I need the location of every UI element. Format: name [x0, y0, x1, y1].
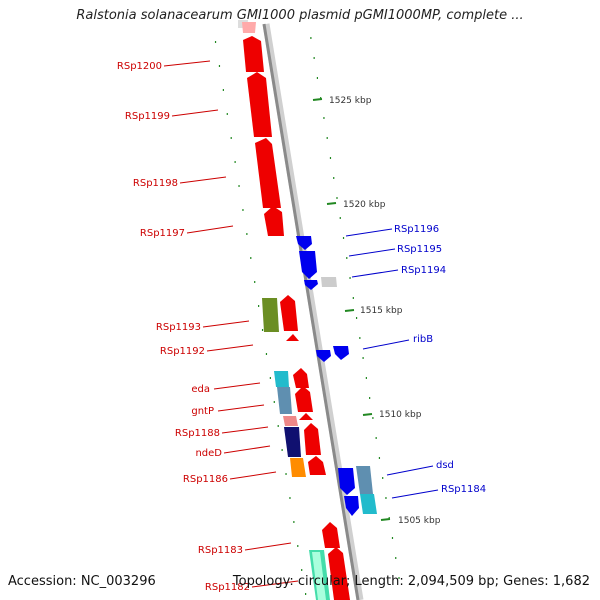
- gene-label-rsp1195[interactable]: RSp1195: [397, 244, 442, 255]
- gene-arrow[interactable]: [255, 138, 281, 208]
- gene-arrow[interactable]: [338, 468, 355, 495]
- tick-label: 1505 kbp: [398, 516, 441, 526]
- gene-arrow[interactable]: [293, 368, 309, 388]
- gene-arrow[interactable]: [304, 280, 318, 290]
- tick-label: 1520 kbp: [343, 200, 386, 210]
- gene-arrow[interactable]: [316, 350, 331, 362]
- track-dots: [214, 37, 400, 595]
- backbone-line: [262, 23, 360, 600]
- tick-mark: [312, 98, 323, 101]
- gene-label-rsp1198[interactable]: RSp1198: [133, 178, 178, 189]
- gene-label-rsp1192[interactable]: RSp1192: [160, 346, 205, 357]
- gene-label-dsd[interactable]: dsd: [436, 460, 454, 471]
- tick-label: 1515 kbp: [360, 306, 403, 316]
- gene-label-ribb[interactable]: ribB: [413, 334, 433, 345]
- left-gene-labels: RSp1200 RSp1199 RSp1198 RSp1197 RSp1193 …: [117, 60, 299, 593]
- gene-arrow[interactable]: [344, 496, 359, 516]
- gene-arrow[interactable]: [322, 522, 340, 548]
- map-title: Ralstonia solanacearum GMI1000 plasmid p…: [76, 8, 524, 23]
- gene-arrow[interactable]: [290, 458, 306, 477]
- tick-mark: [326, 202, 337, 205]
- gene-label-rsp1193[interactable]: RSp1193: [156, 322, 201, 333]
- tick-mark: [380, 518, 391, 521]
- gene-label-nded[interactable]: ndeD: [195, 448, 222, 459]
- gene-label-rsp1182[interactable]: RSp1182: [205, 582, 250, 593]
- forward-strand-genes[interactable]: [238, 20, 350, 600]
- gene-arrow[interactable]: [328, 547, 350, 600]
- tick-mark: [362, 413, 373, 416]
- backbone-shadow: [262, 23, 364, 600]
- right-gene-labels: RSp1196 RSp1195 RSp1194 ribB dsd RSp1184: [345, 224, 486, 499]
- gene-arrow[interactable]: [283, 416, 298, 426]
- gene-label-rsp1197[interactable]: RSp1197: [140, 228, 185, 239]
- reverse-strand-genes[interactable]: [296, 236, 377, 516]
- gene-label-rsp1199[interactable]: RSp1199: [125, 111, 170, 122]
- gene-arrow[interactable]: [333, 346, 349, 360]
- gene-arrow[interactable]: [321, 277, 337, 287]
- gene-label-rsp1186[interactable]: RSp1186: [183, 474, 228, 485]
- gene-arrow[interactable]: [304, 423, 321, 455]
- gene-arrow[interactable]: [247, 72, 272, 137]
- topology-text: Topology: circular; Length: 2,094,509 bp…: [232, 574, 590, 589]
- tick-label: 1525 kbp: [329, 96, 372, 106]
- tick-mark: [344, 309, 355, 312]
- gene-arrow[interactable]: [262, 298, 279, 332]
- gene-label-rsp1184[interactable]: RSp1184: [441, 484, 486, 495]
- gene-arrow[interactable]: [312, 552, 326, 600]
- scale-ticks: 1525 kbp 1520 kbp 1515 kbp 1510 kbp 1505…: [312, 96, 441, 526]
- gene-arrow[interactable]: [264, 206, 284, 236]
- gene-arrow[interactable]: [308, 456, 326, 475]
- gene-label-eda[interactable]: eda: [191, 384, 210, 395]
- tick-label: 1510 kbp: [379, 410, 422, 420]
- gene-arrow[interactable]: [360, 494, 377, 514]
- gene-label-gntp[interactable]: gntP: [191, 406, 214, 417]
- gene-arrow[interactable]: [356, 466, 373, 494]
- gene-arrow[interactable]: [296, 236, 312, 250]
- gene-arrow[interactable]: [299, 413, 313, 420]
- gene-arrow[interactable]: [243, 36, 264, 72]
- gene-label-rsp1188[interactable]: RSp1188: [175, 428, 220, 439]
- gene-label-rsp1196[interactable]: RSp1196: [394, 224, 439, 235]
- gene-arrow[interactable]: [286, 334, 299, 341]
- gene-arrow[interactable]: [274, 371, 289, 387]
- gene-label-rsp1194[interactable]: RSp1194: [401, 265, 446, 276]
- accession-text: Accession: NC_003296: [8, 574, 156, 589]
- gene-label-rsp1183[interactable]: RSp1183: [198, 545, 243, 556]
- gene-arrow[interactable]: [280, 295, 298, 331]
- gene-arrow[interactable]: [277, 387, 292, 414]
- gene-arrow[interactable]: [242, 22, 256, 33]
- gene-arrow[interactable]: [299, 251, 317, 279]
- gene-arrow[interactable]: [284, 427, 301, 457]
- gene-arrow[interactable]: [295, 386, 313, 412]
- gene-label-rsp1200[interactable]: RSp1200: [117, 61, 162, 72]
